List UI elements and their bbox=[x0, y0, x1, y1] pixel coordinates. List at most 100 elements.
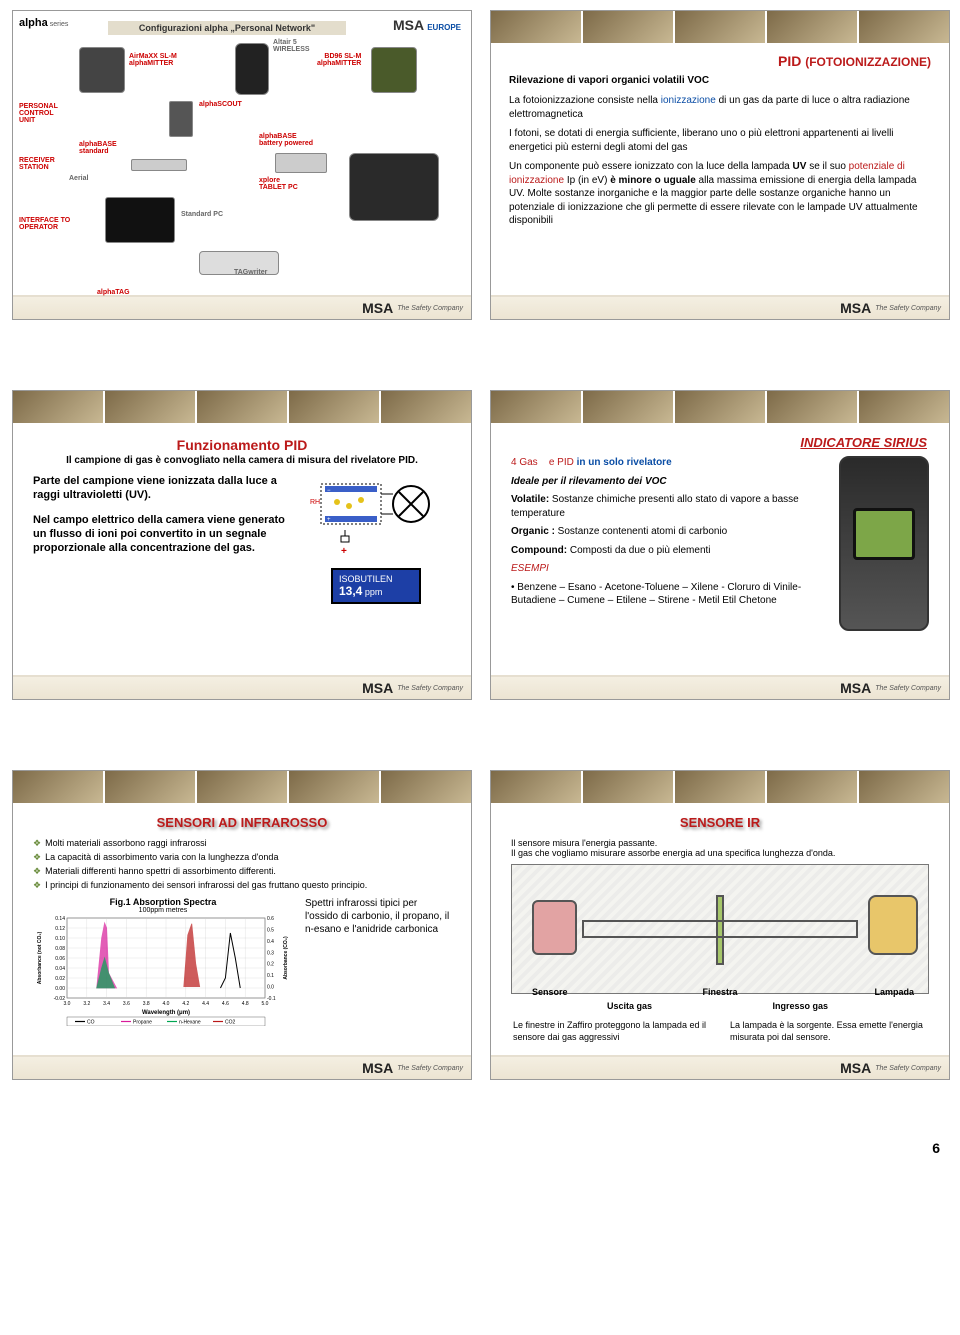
text-b: Compound: bbox=[511, 545, 567, 556]
svg-text:Absorbance (CO₂): Absorbance (CO₂) bbox=[283, 936, 289, 980]
airmaxx-node bbox=[79, 47, 125, 93]
svg-text:-0.02: -0.02 bbox=[54, 996, 66, 1002]
svg-text:0.0: 0.0 bbox=[267, 985, 274, 991]
msa-footer-logo: MSA The Safety Company bbox=[362, 680, 463, 696]
pid-title: PID (FOTOIONIZZAZIONE) bbox=[501, 53, 931, 69]
funz-p1: Parte del campione viene ionizzata dalla… bbox=[33, 474, 291, 503]
photo-thumb bbox=[859, 11, 949, 43]
sensor-shape bbox=[532, 900, 577, 955]
text-b: Organic : bbox=[511, 526, 555, 537]
text-b: è minore o uguale bbox=[610, 175, 696, 186]
text: se il suo bbox=[806, 161, 848, 172]
ir-bullet: Materiali differenti hanno spettri di as… bbox=[33, 866, 451, 877]
photo-thumb bbox=[583, 771, 675, 803]
svg-text:0.4: 0.4 bbox=[267, 939, 274, 945]
intro-line1: Il sensore misura l'energia passante. bbox=[511, 838, 929, 848]
text: Un componente può essere ionizzato con l… bbox=[509, 161, 793, 172]
ir-bullet-list: Molti materiali assorbono raggi infraros… bbox=[33, 838, 451, 891]
slide-funzionamento-pid: Funzionamento PID Il campione di gas è c… bbox=[12, 390, 472, 700]
msa-name: MSA bbox=[362, 300, 393, 316]
svg-text:0.2: 0.2 bbox=[267, 962, 274, 968]
tagwriter-label: TAGwriter bbox=[234, 269, 267, 276]
alpha-logo-text: alpha bbox=[19, 17, 48, 29]
slide-footer: MSA The Safety Company bbox=[13, 1055, 471, 1079]
photo-thumb bbox=[675, 391, 767, 423]
altair-node bbox=[235, 43, 269, 95]
sirius-title: INDICATORE SIRIUS bbox=[501, 435, 927, 450]
msa-footer-logo: MSA The Safety Company bbox=[362, 300, 463, 316]
slide-pid-intro: PID (FOTOIONIZZAZIONE) Rilevazione di va… bbox=[490, 10, 950, 320]
svg-text:3.4: 3.4 bbox=[103, 1001, 110, 1007]
msa-tag: The Safety Company bbox=[875, 685, 941, 692]
aerial-label: Aerial bbox=[69, 175, 88, 182]
display-value: 13,4 bbox=[339, 584, 362, 598]
pid-title-main: PID bbox=[778, 53, 801, 69]
display-label: ISOBUTILEN bbox=[339, 574, 413, 584]
photo-thumb bbox=[289, 391, 381, 423]
msa-europe-logo: MSA EUROPE bbox=[393, 17, 461, 33]
msa-tag: The Safety Company bbox=[875, 305, 941, 312]
photo-thumb bbox=[197, 771, 289, 803]
svg-text:CO2: CO2 bbox=[225, 1020, 236, 1026]
pid-title-paren: (FOTOIONIZZAZIONE) bbox=[805, 55, 931, 69]
alphascout-label: alphaSCOUT bbox=[199, 101, 242, 108]
msa-text: MSA bbox=[393, 17, 424, 33]
uscita-label: Uscita gas bbox=[607, 1001, 652, 1011]
slide1-title: Configurazioni alpha „Personal Network" bbox=[108, 21, 346, 35]
text: Composti da due o più elementi bbox=[567, 545, 710, 556]
photo-thumb bbox=[381, 771, 471, 803]
ingresso-label: Ingresso gas bbox=[772, 1001, 828, 1011]
text: Sostanze contenenti atomi di carbonio bbox=[555, 526, 727, 537]
svg-text:+: + bbox=[327, 517, 331, 523]
pid-subtitle: Rilevazione di vapori organici volatili … bbox=[509, 75, 931, 86]
msa-footer-logo: MSA The Safety Company bbox=[840, 1060, 941, 1076]
alphabase-std-node bbox=[131, 159, 187, 171]
photo-thumb bbox=[289, 771, 381, 803]
sensore-label: Sensore bbox=[532, 987, 568, 997]
sirius-esempi: ESEMPI bbox=[511, 562, 831, 576]
photo-strip bbox=[491, 11, 949, 45]
receiver-label: RECEIVER STATION bbox=[19, 157, 55, 171]
photo-thumb bbox=[13, 771, 105, 803]
text-b: Volatile: bbox=[511, 494, 549, 505]
slide-footer: MSA The Safety Company bbox=[491, 295, 949, 319]
funz-title: Funzionamento PID bbox=[23, 437, 461, 453]
svg-text:Absorbance (not CO₂): Absorbance (not CO₂) bbox=[37, 931, 43, 984]
photo-thumb bbox=[491, 771, 583, 803]
svg-text:3.8: 3.8 bbox=[143, 1001, 150, 1007]
sirius-device-icon bbox=[839, 456, 929, 631]
photo-thumb bbox=[859, 771, 949, 803]
photo-thumb bbox=[767, 11, 859, 43]
slide-network-config: alpha series Configurazioni alpha „Perso… bbox=[12, 10, 472, 320]
svg-text:Wavelength (μm): Wavelength (μm) bbox=[142, 1010, 190, 1016]
photo-thumb bbox=[583, 391, 675, 423]
text: e PID bbox=[549, 457, 574, 468]
svg-text:4.0: 4.0 bbox=[163, 1001, 170, 1007]
svg-text:0.04: 0.04 bbox=[55, 966, 65, 972]
sirius-p2: Ideale per il rilevamento dei VOC bbox=[511, 475, 831, 489]
svg-text:4.6: 4.6 bbox=[222, 1001, 229, 1007]
airmaxx-label: AirMaXX SL-M alphaMITTER bbox=[129, 53, 177, 67]
text: 4 Gas bbox=[511, 457, 538, 468]
svg-text:0.10: 0.10 bbox=[55, 936, 65, 942]
svg-text:n-Hexane: n-Hexane bbox=[179, 1020, 201, 1026]
slide-indicatore-sirius: INDICATORE SIRIUS 4 Gas e PID in un solo… bbox=[490, 390, 950, 700]
pid-p2: I fotoni, se dotati di energia sufficien… bbox=[509, 127, 931, 154]
photo-thumb bbox=[767, 771, 859, 803]
ir-title: SENSORI AD INFRAROSSO bbox=[23, 815, 461, 830]
alphabase-std-label: alphaBASE standard bbox=[79, 141, 117, 155]
photo-thumb bbox=[13, 391, 105, 423]
sensore-cols: Le finestre in Zaffiro proteggono la lam… bbox=[501, 1020, 939, 1043]
svg-text:0.3: 0.3 bbox=[267, 950, 274, 956]
tablet-node bbox=[349, 153, 439, 221]
photo-thumb bbox=[583, 11, 675, 43]
photo-strip bbox=[13, 771, 471, 805]
xplore-label: xplore TABLET PC bbox=[259, 177, 298, 191]
laptop-node bbox=[105, 197, 175, 243]
pid-p1: La fotoionizzazione consiste nella ioniz… bbox=[509, 94, 931, 121]
photo-thumb bbox=[491, 11, 583, 43]
slide-footer: MSA The Safety Company bbox=[491, 675, 949, 699]
svg-text:0.08: 0.08 bbox=[55, 946, 65, 952]
sirius-bullet: • Benzene – Esano - Acetone-Toluene – Xi… bbox=[511, 581, 831, 608]
svg-text:0.06: 0.06 bbox=[55, 956, 65, 962]
